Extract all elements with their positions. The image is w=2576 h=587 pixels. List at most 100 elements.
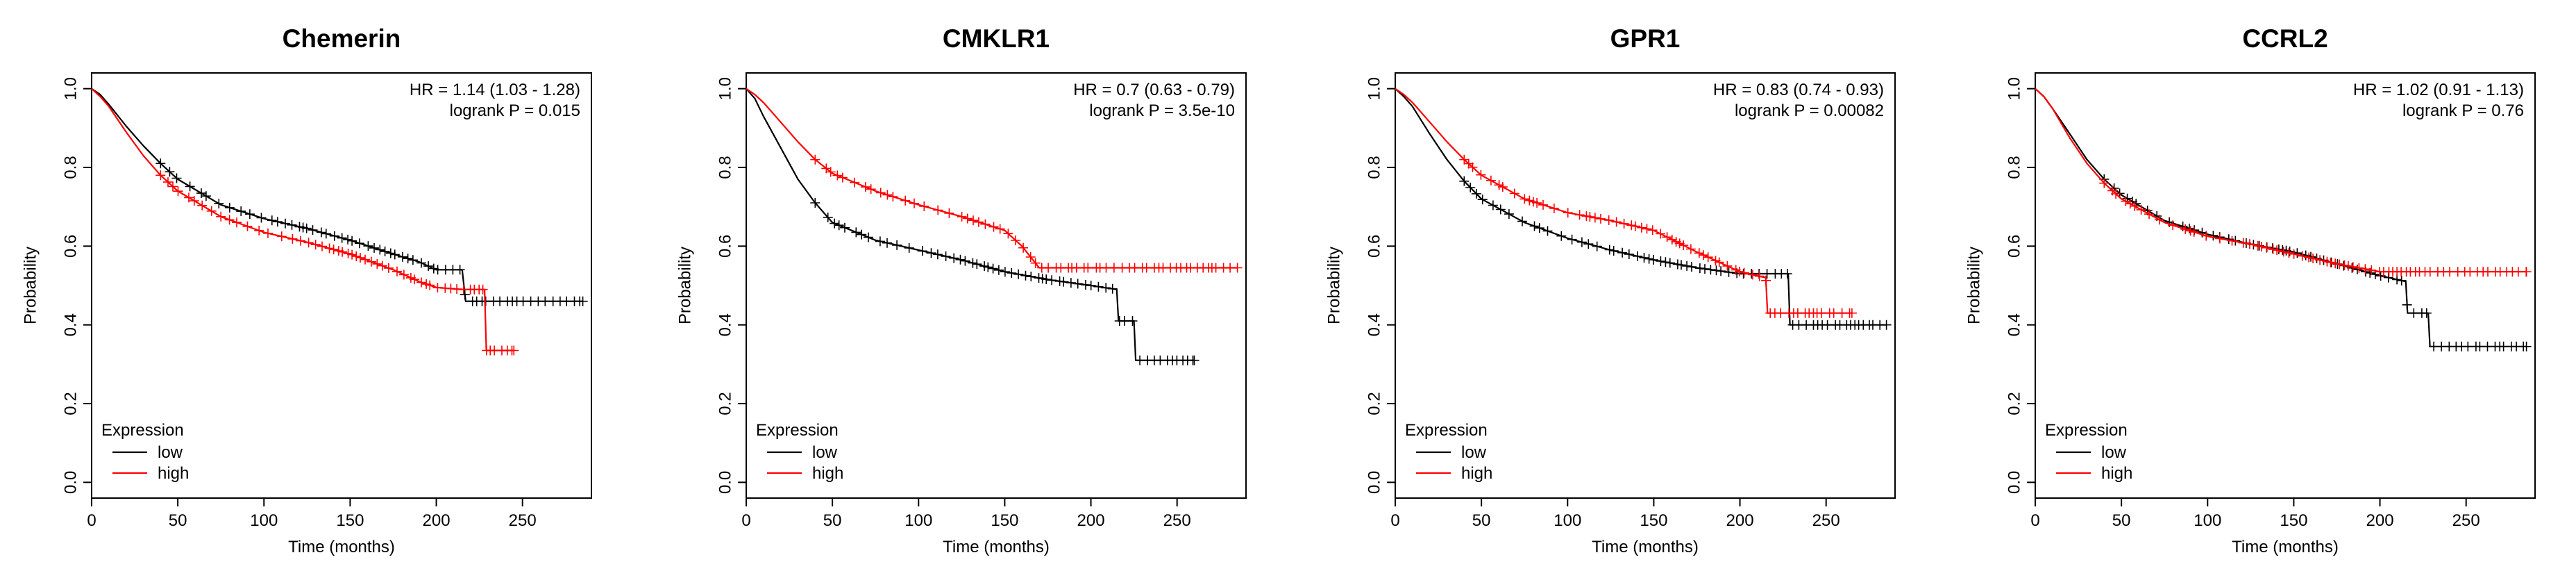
hazard-ratio-text: HR = 0.83 (0.74 - 0.93) <box>1713 81 1884 99</box>
y-tick-label: 0.8 <box>62 156 81 179</box>
hazard-ratio-text: HR = 1.14 (1.03 - 1.28) <box>410 81 580 99</box>
censor-marks-low <box>155 158 588 306</box>
censor-marks-low <box>2099 174 2532 352</box>
logrank-p-text: logrank P = 3.5e-10 <box>1089 101 1235 120</box>
y-tick-label: 1.0 <box>1365 77 1384 100</box>
x-tick-label: 200 <box>2366 511 2394 530</box>
y-tick-label: 0.6 <box>716 235 735 258</box>
y-tick-label: 0.6 <box>2005 235 2024 258</box>
x-tick-label: 100 <box>1554 511 1581 530</box>
x-tick-label: 150 <box>336 511 364 530</box>
legend-title: Expression <box>2045 421 2128 440</box>
chart-panel-gpr1: GPR1 0 50 100 150 200 250 Time (months) 0.0 0.2 0.… <box>1325 24 1896 556</box>
y-tick-label: 0.4 <box>1365 313 1384 336</box>
hazard-ratio-text: HR = 1.02 (0.91 - 1.13) <box>2353 81 2524 99</box>
x-tick-label: 0 <box>741 511 750 530</box>
chart-panel-chemerin: Chemerin 0 50 100 150 200 250 Time (months) 0.0 0… <box>22 24 592 556</box>
x-tick-label: 200 <box>1077 511 1105 530</box>
censor-mark-path-low <box>155 158 588 306</box>
chart-title: Chemerin <box>283 24 401 53</box>
logrank-p-text: logrank P = 0.00082 <box>1735 101 1884 120</box>
x-axis-label: Time (months) <box>2232 538 2339 556</box>
y-tick-label: 0.2 <box>2005 392 2024 415</box>
plot-frame <box>91 72 592 499</box>
y-tick-label: 0.4 <box>2005 313 2024 336</box>
survival-curve-low <box>746 88 1195 361</box>
legend-title: Expression <box>756 421 839 440</box>
legend-label-low: low <box>2101 443 2127 462</box>
y-tick-label: 0.6 <box>1365 235 1384 258</box>
hazard-ratio-text: HR = 0.7 (0.63 - 0.79) <box>1073 81 1235 99</box>
censor-mark-path-high <box>155 170 519 356</box>
censor-mark-path-low <box>810 198 1199 365</box>
censor-marks-low <box>810 198 1199 365</box>
legend-title: Expression <box>1405 421 1488 440</box>
survival-curve-high <box>91 88 514 352</box>
logrank-p-text: logrank P = 0.015 <box>450 101 580 120</box>
censor-marks-high <box>2099 178 2532 277</box>
x-axis-label: Time (months) <box>288 538 395 556</box>
y-tick-label: 0.0 <box>1365 471 1384 494</box>
y-tick-label: 0.4 <box>62 313 81 336</box>
censor-mark-path-low <box>1459 176 1892 330</box>
legend-title: Expression <box>101 421 184 440</box>
censor-mark-path-high <box>1459 154 1857 318</box>
survival-curve-low <box>2035 88 2527 347</box>
legend-label-high: high <box>812 464 843 483</box>
x-tick-label: 0 <box>2030 511 2039 530</box>
legend: Expression low high <box>756 421 843 483</box>
censor-mark-path-high <box>2099 178 2532 277</box>
y-axis-label: Probability <box>1965 247 1984 324</box>
x-tick-label: 50 <box>1472 511 1491 530</box>
x-tick-label: 200 <box>423 511 451 530</box>
y-tick-label: 0.2 <box>62 392 81 415</box>
x-tick-label: 50 <box>169 511 187 530</box>
legend-label-high: high <box>1461 464 1492 483</box>
x-axis-label: Time (months) <box>943 538 1050 556</box>
survival-curve-low <box>91 88 583 302</box>
legend-label-low: low <box>158 443 183 462</box>
survival-curve-low <box>1395 88 1887 326</box>
x-tick-label: 0 <box>87 511 96 530</box>
x-tick-label: 150 <box>991 511 1018 530</box>
x-tick-label: 250 <box>1812 511 1840 530</box>
x-tick-label: 150 <box>1640 511 1667 530</box>
x-axis-label: Time (months) <box>1592 538 1699 556</box>
y-tick-label: 0.6 <box>62 235 81 258</box>
y-tick-label: 0.2 <box>716 392 735 415</box>
y-axis-label: Probability <box>22 247 40 324</box>
plot-frame <box>746 72 1247 499</box>
y-tick-label: 0.8 <box>2005 156 2024 179</box>
y-tick-label: 0.8 <box>716 156 735 179</box>
logrank-p-text: logrank P = 0.76 <box>2402 101 2524 120</box>
y-tick-label: 0.8 <box>1365 156 1384 179</box>
censor-marks-high <box>155 170 519 356</box>
y-tick-label: 0.0 <box>2005 471 2024 494</box>
y-tick-label: 0.4 <box>716 313 735 336</box>
survival-curve-high <box>1395 88 1852 314</box>
y-axis-label: Probability <box>1325 247 1344 324</box>
legend: Expression low high <box>101 421 189 483</box>
legend-label-high: high <box>2101 464 2132 483</box>
y-tick-label: 1.0 <box>62 77 81 100</box>
y-tick-label: 1.0 <box>716 77 735 100</box>
x-tick-label: 100 <box>904 511 932 530</box>
censor-mark-path-low <box>2099 174 2532 352</box>
censor-marks-high <box>810 154 1243 273</box>
censor-marks-low <box>1459 176 1892 330</box>
x-tick-label: 250 <box>509 511 537 530</box>
plot-frame <box>1395 72 1896 499</box>
censor-mark-path-high <box>810 154 1243 273</box>
y-tick-label: 1.0 <box>2005 77 2024 100</box>
censor-marks-high <box>1459 154 1857 318</box>
x-tick-label: 250 <box>1163 511 1191 530</box>
y-tick-label: 0.0 <box>716 471 735 494</box>
x-tick-label: 250 <box>2452 511 2480 530</box>
x-tick-label: 100 <box>2194 511 2221 530</box>
survival-curve-high <box>746 88 1238 269</box>
y-tick-label: 0.0 <box>62 471 81 494</box>
y-tick-label: 0.2 <box>1365 392 1384 415</box>
legend-label-high: high <box>158 464 189 483</box>
legend-label-low: low <box>812 443 838 462</box>
